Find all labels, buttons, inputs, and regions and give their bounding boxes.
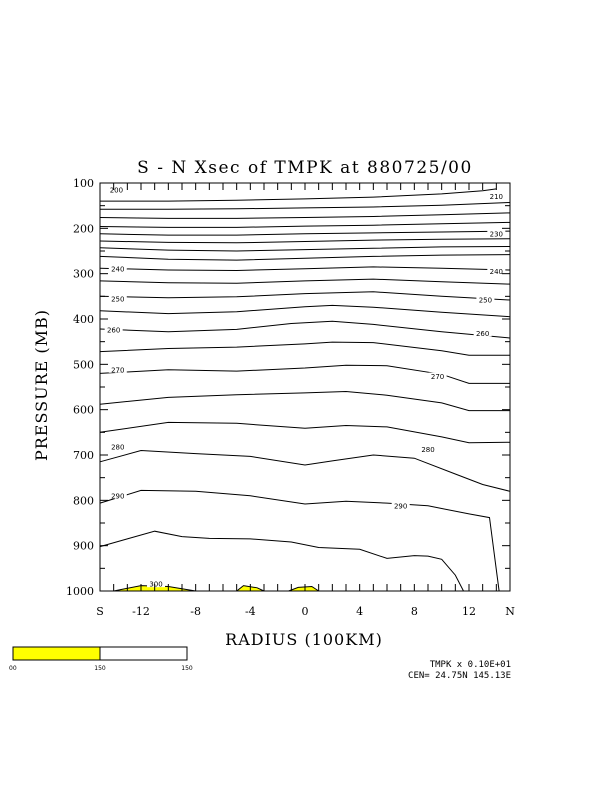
contour-line <box>99 266 511 272</box>
contour-line <box>99 212 511 219</box>
y-tick-label: 400 <box>73 313 94 326</box>
x-tick-label: N <box>505 605 515 618</box>
contour-label: 280 <box>111 443 124 451</box>
info-line-2: CEN= 24.75N 145.13E <box>408 671 511 681</box>
y-tick-label: 600 <box>73 404 94 417</box>
contour-label: 250 <box>111 296 124 304</box>
contour-label-bg <box>391 502 410 510</box>
y-tick-label: 800 <box>73 494 94 507</box>
y-tick-label: 1000 <box>66 585 94 598</box>
contour-label: 270 <box>111 366 124 374</box>
contour-label: 240 <box>490 268 503 276</box>
contour-line <box>99 278 511 285</box>
colorbar-label-left: 00 <box>9 665 17 672</box>
x-tick-label: 8 <box>411 605 418 618</box>
contour-line <box>99 238 511 244</box>
x-tick-label: 0 <box>302 605 309 618</box>
x-tick-label: -8 <box>190 605 201 618</box>
contour-label: 280 <box>421 446 434 454</box>
contour-label-bg <box>147 580 166 588</box>
y-tick-label: 700 <box>73 449 94 462</box>
x-tick-label: S <box>96 605 104 618</box>
y-axis-label: PRESSURE (MB) <box>32 309 51 461</box>
contour-line <box>99 489 500 592</box>
contour-line <box>99 390 510 412</box>
contour-line <box>99 246 511 252</box>
contour-label: 240 <box>111 266 124 274</box>
colorbar-fill <box>12 646 101 661</box>
contour-line <box>99 530 464 592</box>
contour-label-bg <box>419 445 437 453</box>
x-axis-label: RADIUS (100KM) <box>225 630 383 649</box>
contour-label: 200 <box>110 186 123 194</box>
x-tick-label: 12 <box>462 605 476 618</box>
shaded-region-above-300 <box>288 586 319 591</box>
contour-line <box>99 421 511 444</box>
y-tick-label: 200 <box>73 222 94 235</box>
x-tick-label: 4 <box>356 605 363 618</box>
contour-line <box>100 202 511 210</box>
contour-label-bg <box>108 295 127 303</box>
contour-label: 260 <box>476 330 489 338</box>
y-tick-label: 100 <box>73 177 94 190</box>
contour-label: 290 <box>394 503 407 511</box>
y-tick-label: 500 <box>73 358 94 371</box>
contour-label-bg <box>108 491 127 499</box>
contour-line <box>99 364 510 384</box>
contour-line <box>99 304 511 318</box>
contour-line <box>99 230 511 236</box>
contour-label-bg <box>107 185 126 193</box>
chart-title: S - N Xsec of TMPK at 880725/00 <box>137 158 473 178</box>
contour-label-bg <box>487 229 506 237</box>
contour-line <box>99 254 511 261</box>
contour-label-bg <box>108 442 127 450</box>
contour-label: 230 <box>490 230 503 238</box>
info-line-1: TMPK x 0.10E+01 <box>430 660 511 670</box>
contour-line <box>100 188 497 202</box>
colorbar-label-mid: 150 <box>94 665 106 672</box>
contour-label-bg <box>428 372 447 380</box>
plot-frame <box>99 182 511 592</box>
contour-label-bg <box>108 265 127 273</box>
contour-label: 300 <box>149 581 162 589</box>
contour-label: 260 <box>107 326 120 334</box>
contour-label-bg <box>487 192 506 200</box>
contour-label: 250 <box>479 296 492 304</box>
contour-label-bg <box>108 365 127 373</box>
contour-line <box>99 221 511 228</box>
x-tick-label: -12 <box>132 605 150 618</box>
y-tick-label: 300 <box>73 268 94 281</box>
contour-line <box>99 449 511 492</box>
x-tick-label: -4 <box>245 605 256 618</box>
contour-line <box>99 341 510 356</box>
y-tick-label: 900 <box>73 540 94 553</box>
contour-label-bg <box>476 295 495 303</box>
contour-label: 290 <box>111 492 124 500</box>
colorbar-label-right: 150 <box>181 665 193 672</box>
colorbar-empty <box>99 646 188 661</box>
contour-label-bg <box>487 267 506 275</box>
contour-line <box>99 320 511 339</box>
contour-label-bg <box>473 329 492 337</box>
contour-label-bg <box>104 325 123 333</box>
contour-label: 210 <box>490 193 503 201</box>
contour-line <box>99 291 511 301</box>
contour-label: 270 <box>431 373 444 381</box>
